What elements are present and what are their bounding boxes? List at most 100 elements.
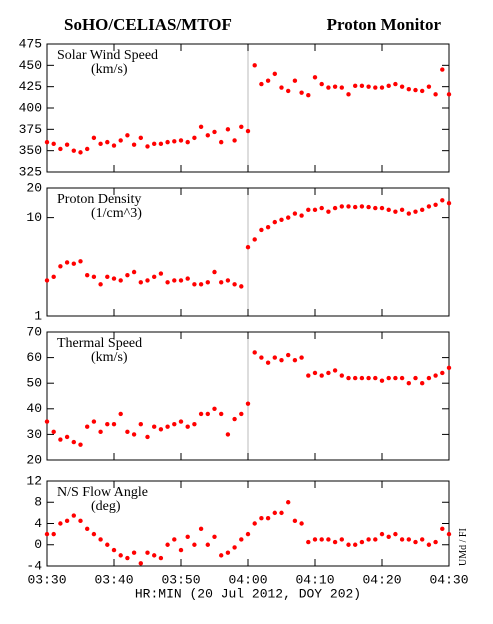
data-point xyxy=(252,237,257,242)
data-point xyxy=(232,416,237,422)
data-point xyxy=(91,274,97,280)
data-point xyxy=(319,537,324,542)
data-point xyxy=(373,85,378,90)
data-point xyxy=(145,278,150,283)
data-point xyxy=(413,209,418,214)
data-point xyxy=(413,87,418,93)
y-tick-label: 12 xyxy=(26,473,42,488)
data-point xyxy=(353,375,358,381)
data-point xyxy=(399,207,405,213)
data-point xyxy=(346,542,351,547)
data-point xyxy=(152,424,157,429)
data-point xyxy=(58,146,63,152)
data-point xyxy=(51,141,56,147)
data-point xyxy=(125,133,130,138)
data-point xyxy=(71,261,77,266)
data-point xyxy=(312,537,318,542)
data-point xyxy=(420,381,425,386)
data-point xyxy=(118,138,123,143)
data-point xyxy=(44,139,50,145)
x-tick-label: 03:30 xyxy=(27,572,66,587)
data-point xyxy=(373,375,378,381)
data-point xyxy=(346,92,351,97)
data-point xyxy=(332,368,338,373)
data-point xyxy=(286,88,291,94)
data-point xyxy=(58,264,63,269)
data-point xyxy=(393,375,398,381)
data-point xyxy=(158,141,164,147)
data-point xyxy=(366,204,371,210)
data-point xyxy=(386,83,391,89)
data-point xyxy=(172,537,177,542)
data-point xyxy=(366,84,371,89)
y-tick-label: 40 xyxy=(26,401,42,416)
data-point xyxy=(299,355,304,360)
y-tick-label: 10 xyxy=(26,210,42,225)
data-point xyxy=(138,421,143,427)
data-point xyxy=(426,375,432,381)
data-point xyxy=(259,227,264,233)
data-point xyxy=(406,211,411,216)
data-point xyxy=(232,138,237,143)
data-point xyxy=(406,87,411,92)
y-tick-label: 1 xyxy=(34,308,42,323)
data-point xyxy=(353,204,358,210)
data-point xyxy=(185,534,190,539)
data-point xyxy=(259,355,264,360)
data-point xyxy=(111,421,117,427)
data-point xyxy=(319,205,324,211)
data-point xyxy=(85,424,90,429)
data-point xyxy=(279,357,284,363)
data-point xyxy=(178,278,184,283)
data-point xyxy=(118,553,123,558)
data-point xyxy=(85,526,90,532)
data-point xyxy=(178,547,184,553)
data-point xyxy=(44,278,50,283)
data-point xyxy=(265,224,271,230)
data-point xyxy=(125,272,130,278)
data-point xyxy=(413,375,418,381)
data-point xyxy=(192,542,197,547)
data-point xyxy=(252,350,257,355)
data-point xyxy=(105,421,110,427)
y-tick-label: 20 xyxy=(26,452,42,467)
data-point xyxy=(359,375,365,381)
data-point xyxy=(286,352,291,358)
data-point xyxy=(326,537,331,542)
data-point xyxy=(399,537,405,542)
data-point xyxy=(111,143,117,148)
x-tick-label: 03:40 xyxy=(94,572,133,587)
data-point xyxy=(306,539,311,545)
data-point xyxy=(245,128,251,134)
data-point xyxy=(339,85,344,90)
data-point xyxy=(85,272,90,278)
data-point xyxy=(145,434,150,440)
data-point xyxy=(245,531,251,537)
data-point xyxy=(433,539,438,545)
data-point xyxy=(85,146,90,152)
data-point xyxy=(205,542,210,547)
data-point xyxy=(420,88,425,94)
x-axis-label: HR:MIN (20 Jul 2012, DOY 202) xyxy=(135,586,361,601)
data-point xyxy=(91,419,97,424)
data-point xyxy=(131,269,137,275)
data-point xyxy=(225,127,231,132)
data-point xyxy=(353,542,358,547)
data-point xyxy=(165,542,170,547)
data-point xyxy=(212,269,217,275)
data-point xyxy=(105,542,110,547)
data-point xyxy=(78,150,83,155)
panel-unit: (km/s) xyxy=(91,62,128,77)
data-point xyxy=(272,510,277,516)
data-point xyxy=(158,555,164,561)
data-point xyxy=(98,537,103,542)
data-point xyxy=(225,432,231,437)
data-point xyxy=(252,521,257,526)
data-point xyxy=(152,274,157,280)
header-left: SoHO/CELIAS/MTOF xyxy=(64,15,232,34)
data-point xyxy=(78,518,83,524)
data-point xyxy=(306,207,311,213)
y-tick-label: 350 xyxy=(19,143,42,158)
y-tick-label: 50 xyxy=(26,376,42,391)
data-point xyxy=(292,518,298,524)
